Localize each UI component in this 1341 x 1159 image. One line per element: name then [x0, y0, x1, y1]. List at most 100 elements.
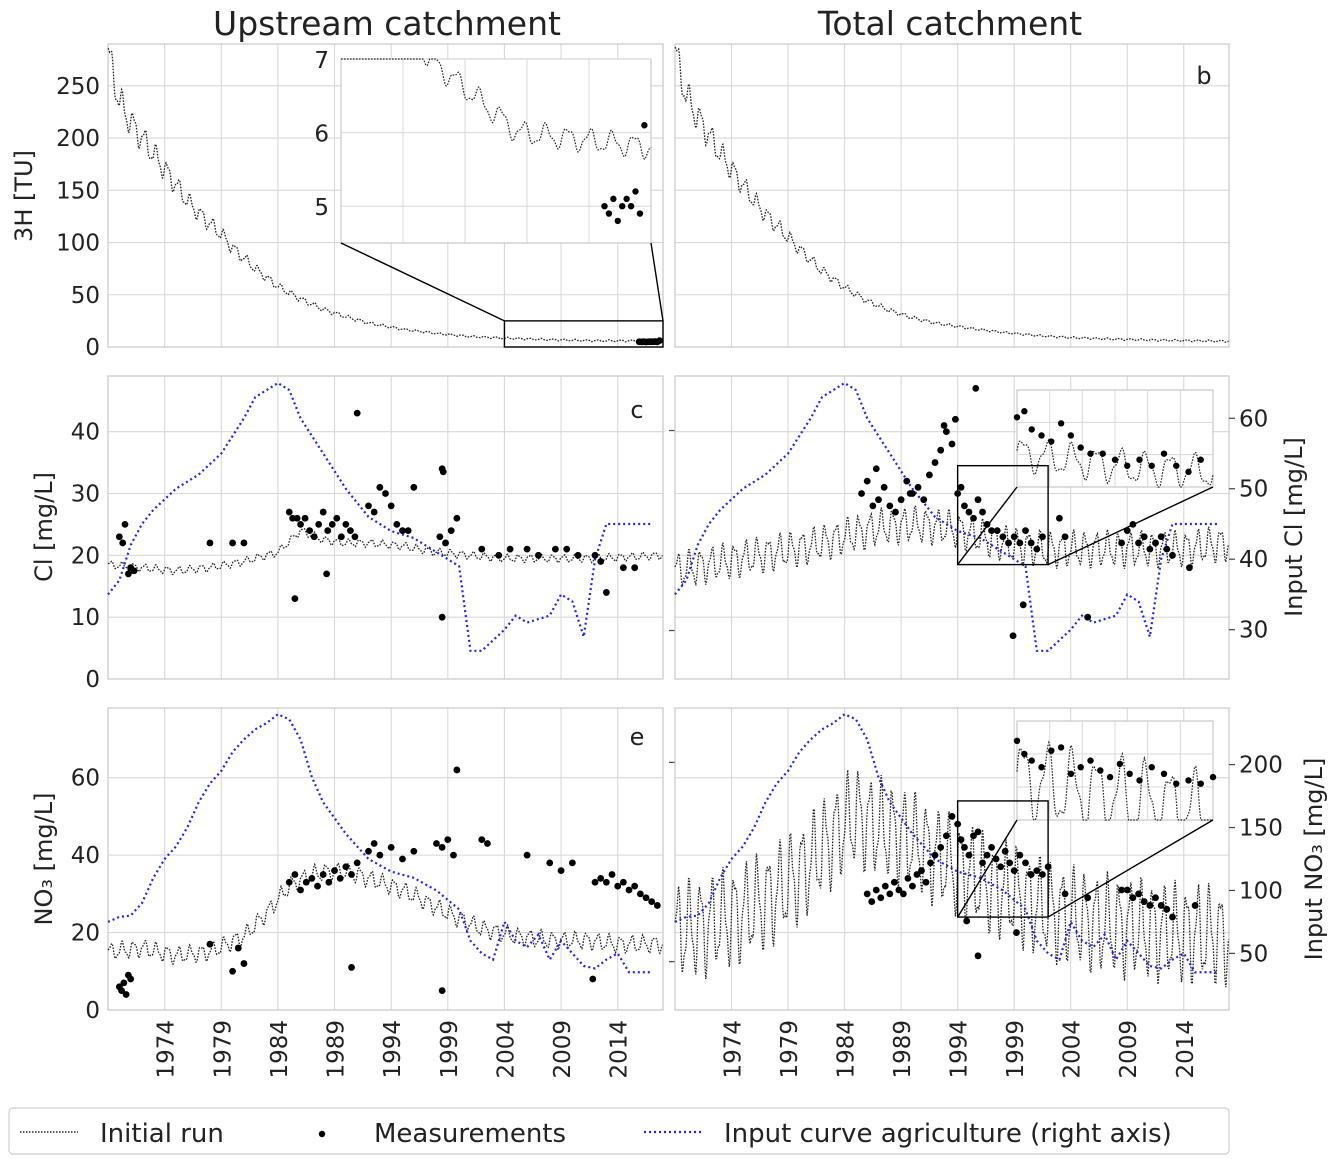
measurement-point	[315, 521, 323, 528]
y-axis-label-no3: NO₃ [mg/L]	[30, 793, 58, 926]
measurement-point	[1010, 867, 1018, 875]
measurement-point	[597, 874, 605, 882]
panel-d: d	[674, 375, 1235, 680]
inset-a	[340, 58, 652, 244]
inset-measurement-point	[601, 203, 608, 210]
inset-measurement-point	[619, 203, 626, 210]
zoom-connector	[1047, 819, 1214, 918]
column-title-total: Total catchment	[817, 4, 1082, 43]
measurement-point	[240, 960, 248, 967]
measurement-point	[1013, 929, 1020, 936]
inset-measurement-point	[1106, 773, 1114, 781]
x-tick-label: 1994	[380, 1020, 406, 1079]
measurement-point	[591, 878, 599, 886]
measurement-point	[1009, 632, 1017, 640]
inset-model-line	[341, 58, 652, 161]
inset-measurement-point	[1126, 770, 1133, 777]
measurement-point	[872, 465, 880, 473]
measurement-point	[130, 567, 138, 575]
measurement-point	[328, 521, 336, 528]
y-tick-label: 60	[71, 766, 100, 792]
measurement-point	[1022, 859, 1029, 867]
measurement-point	[1033, 545, 1041, 553]
measurement-point	[619, 878, 627, 886]
zoom-connector	[1047, 486, 1214, 566]
measurement-point	[931, 851, 939, 859]
panel-e: e	[107, 707, 675, 1011]
measurement-point	[478, 836, 486, 844]
measurement-point	[656, 337, 664, 345]
measurement-point	[436, 533, 444, 541]
y2-tick-label: 150	[1239, 816, 1283, 842]
measurement-point	[619, 564, 627, 572]
inset-f	[1013, 720, 1217, 821]
measurement-point	[890, 878, 898, 886]
measurement-point	[285, 508, 293, 516]
measurement-point	[868, 898, 876, 905]
measurement-point	[979, 508, 986, 516]
measurement-point	[291, 595, 299, 603]
x-tick-label: 1979	[210, 1020, 236, 1079]
measurement-point	[863, 890, 871, 898]
measurement-point	[376, 483, 384, 491]
measurement-point	[625, 886, 633, 894]
inset-y-tick-label: 6	[314, 122, 329, 148]
measurement-point	[285, 878, 293, 886]
measurement-point	[863, 477, 871, 485]
measurement-point	[988, 843, 995, 851]
measurement-point	[438, 843, 446, 851]
measurement-point	[387, 843, 395, 851]
measurement-point	[306, 527, 314, 534]
measurement-point	[951, 415, 959, 423]
measurement-point	[122, 991, 130, 998]
legend: Initial run Measurements Input curve agr…	[8, 1107, 1230, 1155]
measurement-point	[348, 964, 355, 971]
inset-model-line	[1016, 740, 1214, 821]
measurement-point	[121, 521, 129, 528]
inset-measurement-point	[1087, 757, 1094, 764]
x-tick-label: 1984	[834, 1020, 860, 1079]
panel-letter-b: b	[1196, 62, 1211, 90]
x-tick-label: 1999	[437, 1020, 463, 1079]
measurement-point	[297, 521, 304, 528]
measurement-point	[1056, 514, 1063, 522]
measurement-point	[886, 502, 894, 510]
zoom-box	[956, 464, 1049, 566]
plot-frame	[674, 707, 1230, 1011]
inset-measurement-point	[1013, 737, 1021, 744]
measurement-point	[453, 766, 461, 774]
measurement-point	[897, 496, 905, 504]
measurement-point	[1016, 539, 1024, 547]
model-line	[674, 505, 1230, 588]
measurement-point	[1027, 539, 1035, 547]
measurement-point	[869, 502, 877, 510]
measurement-point	[127, 975, 135, 983]
measurement-point	[393, 521, 401, 528]
measurement-point	[1146, 902, 1154, 909]
measurement-point	[120, 979, 128, 987]
measurement-point	[229, 539, 236, 547]
measurement-point	[942, 428, 950, 436]
inset-measurement-point	[605, 210, 613, 217]
inset-measurement-point	[1173, 462, 1180, 469]
plot-frame	[107, 43, 664, 348]
inset-measurement-point	[1077, 764, 1084, 771]
measurement-point	[1163, 905, 1171, 913]
model-line	[674, 46, 1229, 343]
y-tick-label: 40	[71, 420, 100, 446]
measurement-point	[925, 471, 933, 479]
measurement-point	[631, 882, 639, 890]
measurement-point	[608, 871, 616, 878]
measurement-point	[1169, 913, 1176, 921]
measurement-point	[323, 570, 331, 578]
measurement-point	[972, 384, 980, 392]
measurement-point	[353, 409, 361, 417]
measurement-point	[1084, 613, 1092, 621]
inset-measurement-point	[1148, 764, 1155, 771]
plot-frame	[674, 43, 1230, 348]
measurement-point	[333, 514, 341, 522]
inset-measurement-point	[641, 122, 648, 129]
measurement-point	[453, 514, 461, 522]
measurement-point	[1084, 894, 1092, 902]
measurement-point	[974, 828, 982, 836]
